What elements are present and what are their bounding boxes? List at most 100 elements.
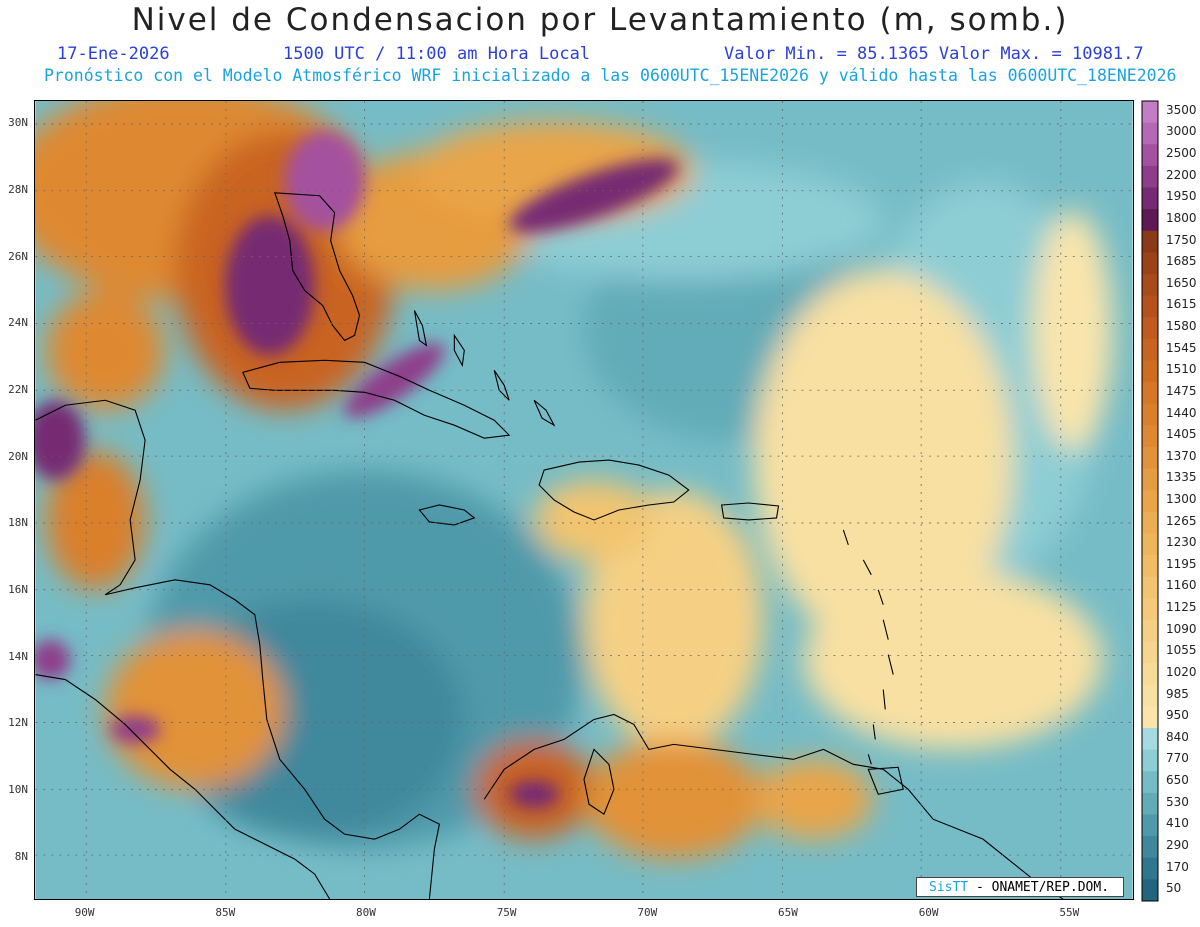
legend-label: 770 <box>1166 751 1189 766</box>
lat-label-18n: 18N <box>8 516 28 530</box>
legend-label: 410 <box>1166 816 1189 831</box>
time-label: 1500 UTC / 11:00 am Hora Local <box>283 44 591 64</box>
lat-label-28n: 28N <box>8 183 28 196</box>
legend-swatch <box>1142 382 1158 405</box>
legend-label: 1370 <box>1166 448 1197 463</box>
lon-label-55w: 55W <box>1059 906 1080 919</box>
legend-swatch <box>1142 706 1158 729</box>
legend-label: 1615 <box>1166 297 1197 312</box>
field-peaks <box>35 130 679 809</box>
legend-swatch <box>1142 317 1158 340</box>
forecast-info: Pronóstico con el Modelo Atmosférico WRF… <box>44 66 1177 85</box>
legend-label: 1335 <box>1166 470 1197 485</box>
lat-label-12n: 12N <box>8 716 28 730</box>
legend-label: 1750 <box>1166 232 1197 247</box>
legend-swatch <box>1142 879 1158 902</box>
legend-swatch <box>1142 684 1158 707</box>
legend-swatch <box>1142 446 1158 470</box>
legend-label: 950 <box>1166 708 1189 723</box>
coastlines <box>35 192 1064 899</box>
legend-label: 1265 <box>1166 513 1197 528</box>
field-shading <box>35 101 1113 860</box>
legend-swatch <box>1142 857 1158 880</box>
legend-swatch <box>1142 295 1158 318</box>
legend-label: 840 <box>1166 729 1189 744</box>
legend-label: 1685 <box>1166 254 1197 269</box>
lon-label-65w: 65W <box>778 906 798 919</box>
legend-swatch <box>1142 187 1158 210</box>
lat-label-14n: 14N <box>8 649 28 663</box>
legend-swatch <box>1142 598 1158 621</box>
legend-swatch <box>1142 122 1158 145</box>
legend-swatch <box>1142 511 1158 534</box>
legend-swatch <box>1142 749 1158 772</box>
color-legend <box>1141 100 1159 902</box>
legend-label: 1055 <box>1166 643 1197 658</box>
min-max-label: Valor Min. = 85.1365 Valor Max. = 10981.… <box>724 44 1144 64</box>
legend-swatch <box>1142 468 1158 491</box>
legend-label: 50 <box>1166 881 1182 896</box>
legend-label: 1300 <box>1166 492 1197 506</box>
lon-label-60w: 60W <box>918 906 939 919</box>
legend-swatch <box>1142 792 1158 816</box>
legend-swatch <box>1142 641 1158 664</box>
lon-label-70w: 70W <box>637 906 658 919</box>
legend-label: 170 <box>1166 859 1189 874</box>
lon-label-80w: 80W <box>356 906 376 919</box>
legend-label: 1440 <box>1166 405 1197 420</box>
legend-label: 1800 <box>1166 210 1197 225</box>
legend-label: 1160 <box>1166 578 1197 593</box>
legend-label: 1125 <box>1166 600 1197 615</box>
legend-label: 1090 <box>1166 621 1197 636</box>
legend-swatch <box>1142 403 1158 426</box>
lat-label-8n: 8N <box>14 849 28 863</box>
legend-swatch <box>1142 425 1158 448</box>
legend-swatch <box>1142 101 1158 124</box>
legend-swatch <box>1142 360 1158 383</box>
legend-swatch <box>1142 490 1158 513</box>
legend-swatch <box>1142 619 1158 643</box>
graticule <box>35 101 1133 899</box>
legend-swatch <box>1142 252 1158 275</box>
legend-label: 530 <box>1166 794 1189 809</box>
lat-label-20n: 20N <box>8 449 28 463</box>
lon-label-90w: 90W <box>74 906 95 919</box>
map-title: Nivel de Condensacion por Levantamiento … <box>131 2 1069 38</box>
legend-label: 985 <box>1166 686 1189 701</box>
legend-label: 2500 <box>1166 146 1197 161</box>
legend-swatch <box>1142 230 1158 253</box>
credit-text: - ONAMET/REP.DOM. <box>975 880 1110 895</box>
legend-swatch <box>1142 814 1158 837</box>
legend-label: 290 <box>1166 837 1189 852</box>
legend-swatch <box>1142 836 1158 859</box>
legend-label: 1020 <box>1166 664 1197 679</box>
lat-label-24n: 24N <box>8 316 28 330</box>
legend-swatch <box>1142 555 1158 578</box>
lat-label-22n: 22N <box>8 383 28 396</box>
legend-swatch <box>1142 533 1158 556</box>
legend-label: 1545 <box>1166 340 1197 355</box>
legend-swatch <box>1142 338 1158 361</box>
legend-swatch <box>1142 663 1158 686</box>
legend-swatch <box>1142 209 1158 232</box>
legend-label: 3000 <box>1166 124 1197 139</box>
legend-label: 1510 <box>1166 362 1197 377</box>
lon-label-85w: 85W <box>215 906 236 919</box>
lat-label-16n: 16N <box>8 583 28 596</box>
lon-label-75w: 75W <box>496 906 517 919</box>
legend-swatch <box>1142 576 1158 599</box>
legend-label: 1195 <box>1166 556 1197 571</box>
legend-swatch <box>1142 728 1158 751</box>
credit-brand: SisTT <box>929 880 969 895</box>
legend-label: 3500 <box>1166 102 1197 117</box>
legend-label: 1230 <box>1166 535 1197 550</box>
legend-label: 1950 <box>1166 189 1197 204</box>
legend-label: 1405 <box>1166 427 1197 442</box>
date-label: 17-Ene-2026 <box>57 44 170 64</box>
legend-label: 1650 <box>1166 275 1197 290</box>
legend-label: 2200 <box>1166 167 1197 182</box>
legend-label: 1580 <box>1166 319 1197 334</box>
legend-swatch <box>1142 144 1158 167</box>
lat-label-10n: 10N <box>8 783 28 796</box>
credit-box: SisTT - ONAMET/REP.DOM. <box>916 877 1124 897</box>
